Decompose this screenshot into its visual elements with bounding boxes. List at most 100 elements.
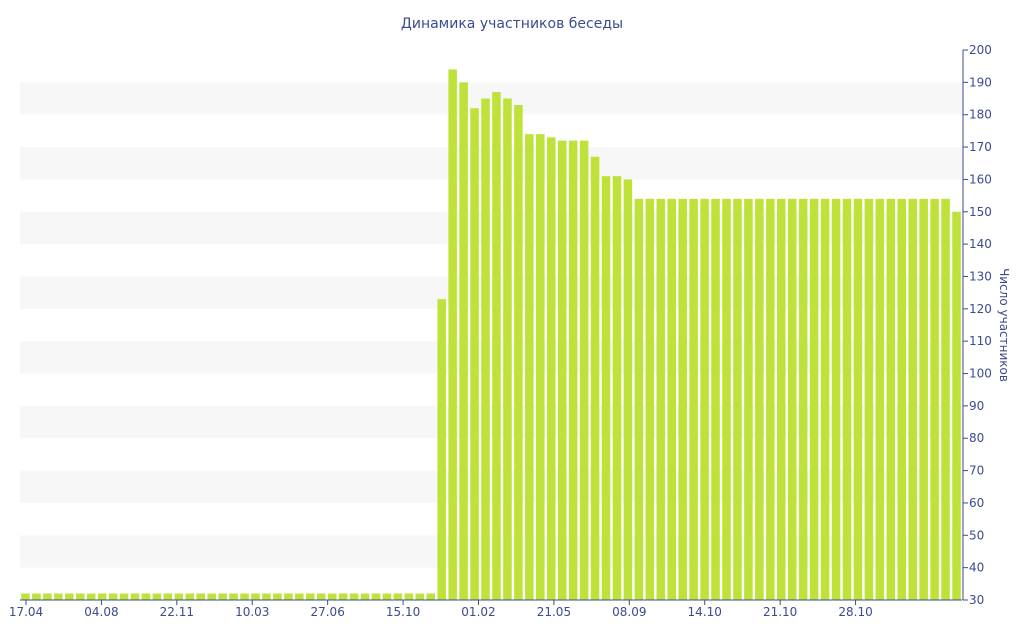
grid-band <box>20 147 962 180</box>
bar <box>207 593 216 600</box>
bar <box>393 593 403 600</box>
bar <box>43 593 52 600</box>
bar <box>711 198 720 600</box>
bar <box>536 134 545 600</box>
x-tick-label: 17.04 <box>9 605 43 619</box>
bar <box>656 198 666 600</box>
bar <box>371 593 381 600</box>
bar <box>470 108 479 600</box>
bar <box>54 593 63 600</box>
y-axis: 30 40 50 60 70 80 90 100 110 120 130 140 150 160 170 18… <box>962 43 992 607</box>
x-tick-label: 08.09 <box>612 605 646 619</box>
bar <box>941 198 950 600</box>
bar <box>119 593 129 600</box>
bars-group <box>21 69 961 601</box>
bar <box>360 593 370 600</box>
chart-title: Динамика участников беседы <box>401 16 623 32</box>
bar <box>601 176 611 601</box>
y-tick-label: 130 <box>969 269 992 283</box>
bar <box>415 593 425 600</box>
y-tick-label: 60 <box>969 496 984 510</box>
bar <box>316 593 326 600</box>
bar <box>776 198 786 600</box>
y-tick-label: 190 <box>969 75 992 89</box>
bar <box>623 179 633 601</box>
y-tick-label: 150 <box>969 205 992 219</box>
bar <box>185 593 195 600</box>
bar <box>579 140 589 600</box>
y-tick-label: 70 <box>969 464 984 478</box>
x-tick-label: 21.10 <box>763 605 797 619</box>
bar <box>481 98 490 600</box>
x-tick-label: 22.11 <box>160 605 194 619</box>
bar <box>86 593 96 600</box>
bar <box>349 593 359 600</box>
bar <box>820 198 830 600</box>
bar <box>667 198 677 600</box>
grid-band <box>20 341 962 374</box>
x-tick-label: 10.03 <box>235 605 269 619</box>
bar <box>130 593 140 600</box>
bar <box>163 593 173 600</box>
bar <box>338 593 348 600</box>
bar <box>32 593 41 600</box>
grid-band <box>20 405 962 439</box>
bar <box>634 198 644 600</box>
x-tick-label: 01.02 <box>461 605 495 619</box>
bar <box>557 140 567 600</box>
bar <box>295 593 304 600</box>
bar <box>853 198 863 600</box>
bar <box>240 593 249 600</box>
bar <box>689 198 698 600</box>
bar <box>141 593 151 600</box>
bar <box>645 198 655 600</box>
y-tick-label: 100 <box>969 367 992 381</box>
bar <box>787 198 797 600</box>
bar <box>196 593 206 600</box>
grid-band <box>20 276 962 309</box>
bar <box>766 198 775 600</box>
bar <box>305 593 315 600</box>
grid-band <box>20 535 962 568</box>
bar <box>514 105 523 600</box>
bar <box>327 593 337 600</box>
bar <box>459 82 468 600</box>
bar <box>525 134 534 600</box>
bar <box>755 198 764 600</box>
bar <box>546 137 556 600</box>
y-tick-label: 50 <box>969 528 984 542</box>
grid-bands <box>20 82 962 568</box>
bar <box>404 593 414 600</box>
grid-band <box>20 82 962 115</box>
bar <box>437 299 446 600</box>
bar <box>809 198 819 600</box>
y-tick-label: 90 <box>969 399 984 413</box>
bar <box>251 593 260 600</box>
bar <box>65 593 74 600</box>
bar <box>568 140 578 600</box>
bar <box>798 198 808 600</box>
x-tick-label: 15.10 <box>386 605 420 619</box>
bar <box>886 198 896 600</box>
bar <box>503 98 512 600</box>
y-tick-label: 140 <box>969 237 992 251</box>
y-tick-label: 80 <box>969 431 984 445</box>
y-axis-title: Число участников <box>997 268 1011 382</box>
x-axis: 17.04 04.08 22.11 10.03 27.06 15.10 01.02 21.05… <box>9 599 962 619</box>
bar <box>612 176 622 601</box>
bar <box>722 198 731 600</box>
bar <box>97 593 107 600</box>
bar <box>492 92 501 600</box>
bar <box>284 593 293 600</box>
bar <box>908 198 917 600</box>
bar <box>108 593 118 600</box>
bar <box>842 198 852 600</box>
bar <box>930 198 939 600</box>
bar <box>174 593 184 600</box>
bar <box>218 593 227 600</box>
bar <box>831 198 841 600</box>
bar <box>21 593 30 600</box>
bar <box>262 593 271 600</box>
